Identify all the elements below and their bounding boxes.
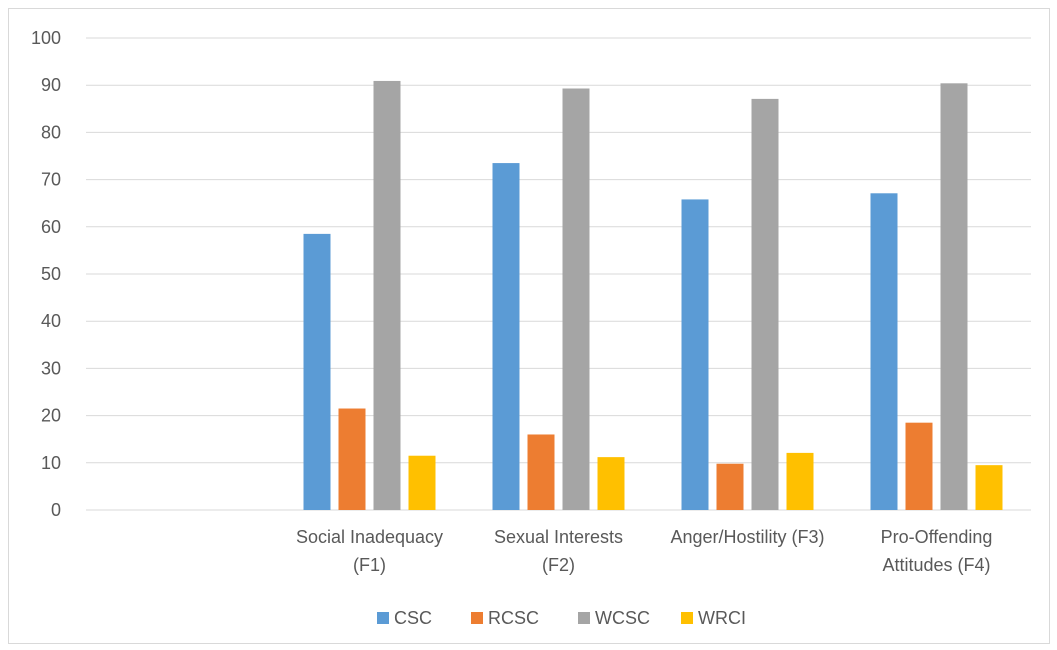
bar-csc: [303, 233, 331, 510]
bar-rcsc: [338, 408, 366, 510]
x-category-label: (F1): [353, 555, 386, 575]
legend-swatch: [471, 612, 483, 624]
bar-csc: [870, 193, 898, 510]
y-tick-label: 10: [41, 453, 61, 473]
y-tick-label: 0: [51, 500, 61, 520]
y-tick-label: 100: [31, 28, 61, 48]
y-tick-label: 90: [41, 75, 61, 95]
bar-wrci: [408, 455, 436, 510]
y-axis-tick-labels: 0 10 20 30 40 50 60 70 80 90 100: [31, 28, 61, 520]
legend-label: WCSC: [595, 608, 650, 628]
bar-csc: [681, 199, 709, 510]
legend-swatch: [377, 612, 389, 624]
legend-swatch: [578, 612, 590, 624]
y-tick-label: 80: [41, 122, 61, 142]
legend: CSC RCSC WCSC WRCI: [377, 608, 746, 628]
bar-csc: [492, 163, 520, 510]
x-category-label: Anger/Hostility (F3): [670, 527, 824, 547]
y-tick-label: 40: [41, 311, 61, 331]
gridlines: [86, 37, 1031, 511]
x-category-label: Pro-Offending: [881, 527, 993, 547]
y-tick-label: 20: [41, 406, 61, 426]
y-tick-label: 60: [41, 217, 61, 237]
legend-swatch: [681, 612, 693, 624]
bar-chart: 0 10 20 30 40 50 60 70 80 90 100 Social Inadequacy…: [31, 28, 1031, 628]
legend-label: RCSC: [488, 608, 539, 628]
bar-rcsc: [905, 422, 933, 510]
bars: [303, 80, 1003, 511]
legend-label: WRCI: [698, 608, 746, 628]
bar-rcsc: [527, 434, 555, 510]
chart-frame: 0 10 20 30 40 50 60 70 80 90 100 Social Inadequacy…: [8, 8, 1050, 644]
bar-wrci: [597, 457, 625, 510]
bar-rcsc: [716, 463, 744, 510]
x-axis-category-labels: Social Inadequacy (F1) Sexual Interests (F2…: [296, 527, 992, 575]
bar-wcsc: [562, 88, 590, 510]
bar-wrci: [786, 452, 814, 510]
y-tick-label: 50: [41, 264, 61, 284]
x-category-label: Attitudes (F4): [882, 555, 990, 575]
x-category-label: Social Inadequacy: [296, 527, 443, 547]
legend-label: CSC: [394, 608, 432, 628]
x-category-label: (F2): [542, 555, 575, 575]
y-tick-label: 30: [41, 358, 61, 378]
bar-wcsc: [751, 98, 779, 510]
x-category-label: Sexual Interests: [494, 527, 623, 547]
bar-wrci: [975, 465, 1003, 510]
bar-wcsc: [373, 80, 401, 511]
bar-wcsc: [940, 83, 968, 510]
y-tick-label: 70: [41, 170, 61, 190]
